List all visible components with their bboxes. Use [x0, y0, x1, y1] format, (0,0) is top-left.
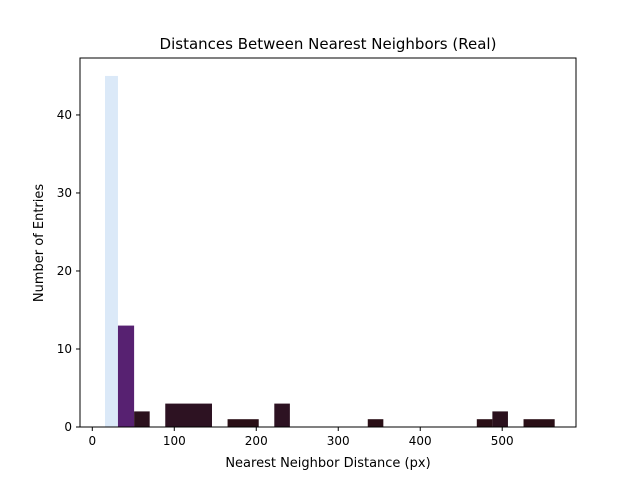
x-tick-label: 500	[491, 434, 514, 448]
histogram-bar	[134, 411, 150, 427]
plot-frame	[79, 57, 577, 428]
histogram-bar	[227, 419, 259, 427]
x-tick-label: 100	[163, 434, 186, 448]
y-tick-label: 20	[57, 264, 72, 278]
y-tick-label: 10	[57, 342, 72, 356]
y-axis-label: Number of Entries	[32, 184, 47, 303]
x-axis-label: Nearest Neighbor Distance (px)	[225, 456, 430, 471]
histogram-bar	[105, 75, 118, 427]
y-tick-label: 40	[57, 108, 72, 122]
histogram-bar	[165, 403, 212, 427]
histogram-bar	[523, 419, 555, 427]
x-tick-label: 300	[327, 434, 350, 448]
x-tick-label: 200	[245, 434, 268, 448]
histogram-bar	[117, 325, 135, 427]
chart-title: Distances Between Nearest Neighbors (Rea…	[160, 35, 497, 53]
bars-group	[105, 75, 555, 427]
histogram-bar	[367, 419, 384, 427]
histogram-bar	[492, 411, 508, 427]
histogram-bar	[274, 403, 290, 427]
x-axis-ticks: 0 100 200 300 400 500	[88, 427, 514, 448]
y-tick-label: 30	[57, 186, 72, 200]
y-axis-ticks: 0 10 20 30 40	[57, 108, 80, 434]
x-tick-label: 0	[88, 434, 96, 448]
x-tick-label: 400	[409, 434, 432, 448]
histogram-bar	[476, 419, 493, 427]
y-tick-label: 0	[64, 420, 72, 434]
